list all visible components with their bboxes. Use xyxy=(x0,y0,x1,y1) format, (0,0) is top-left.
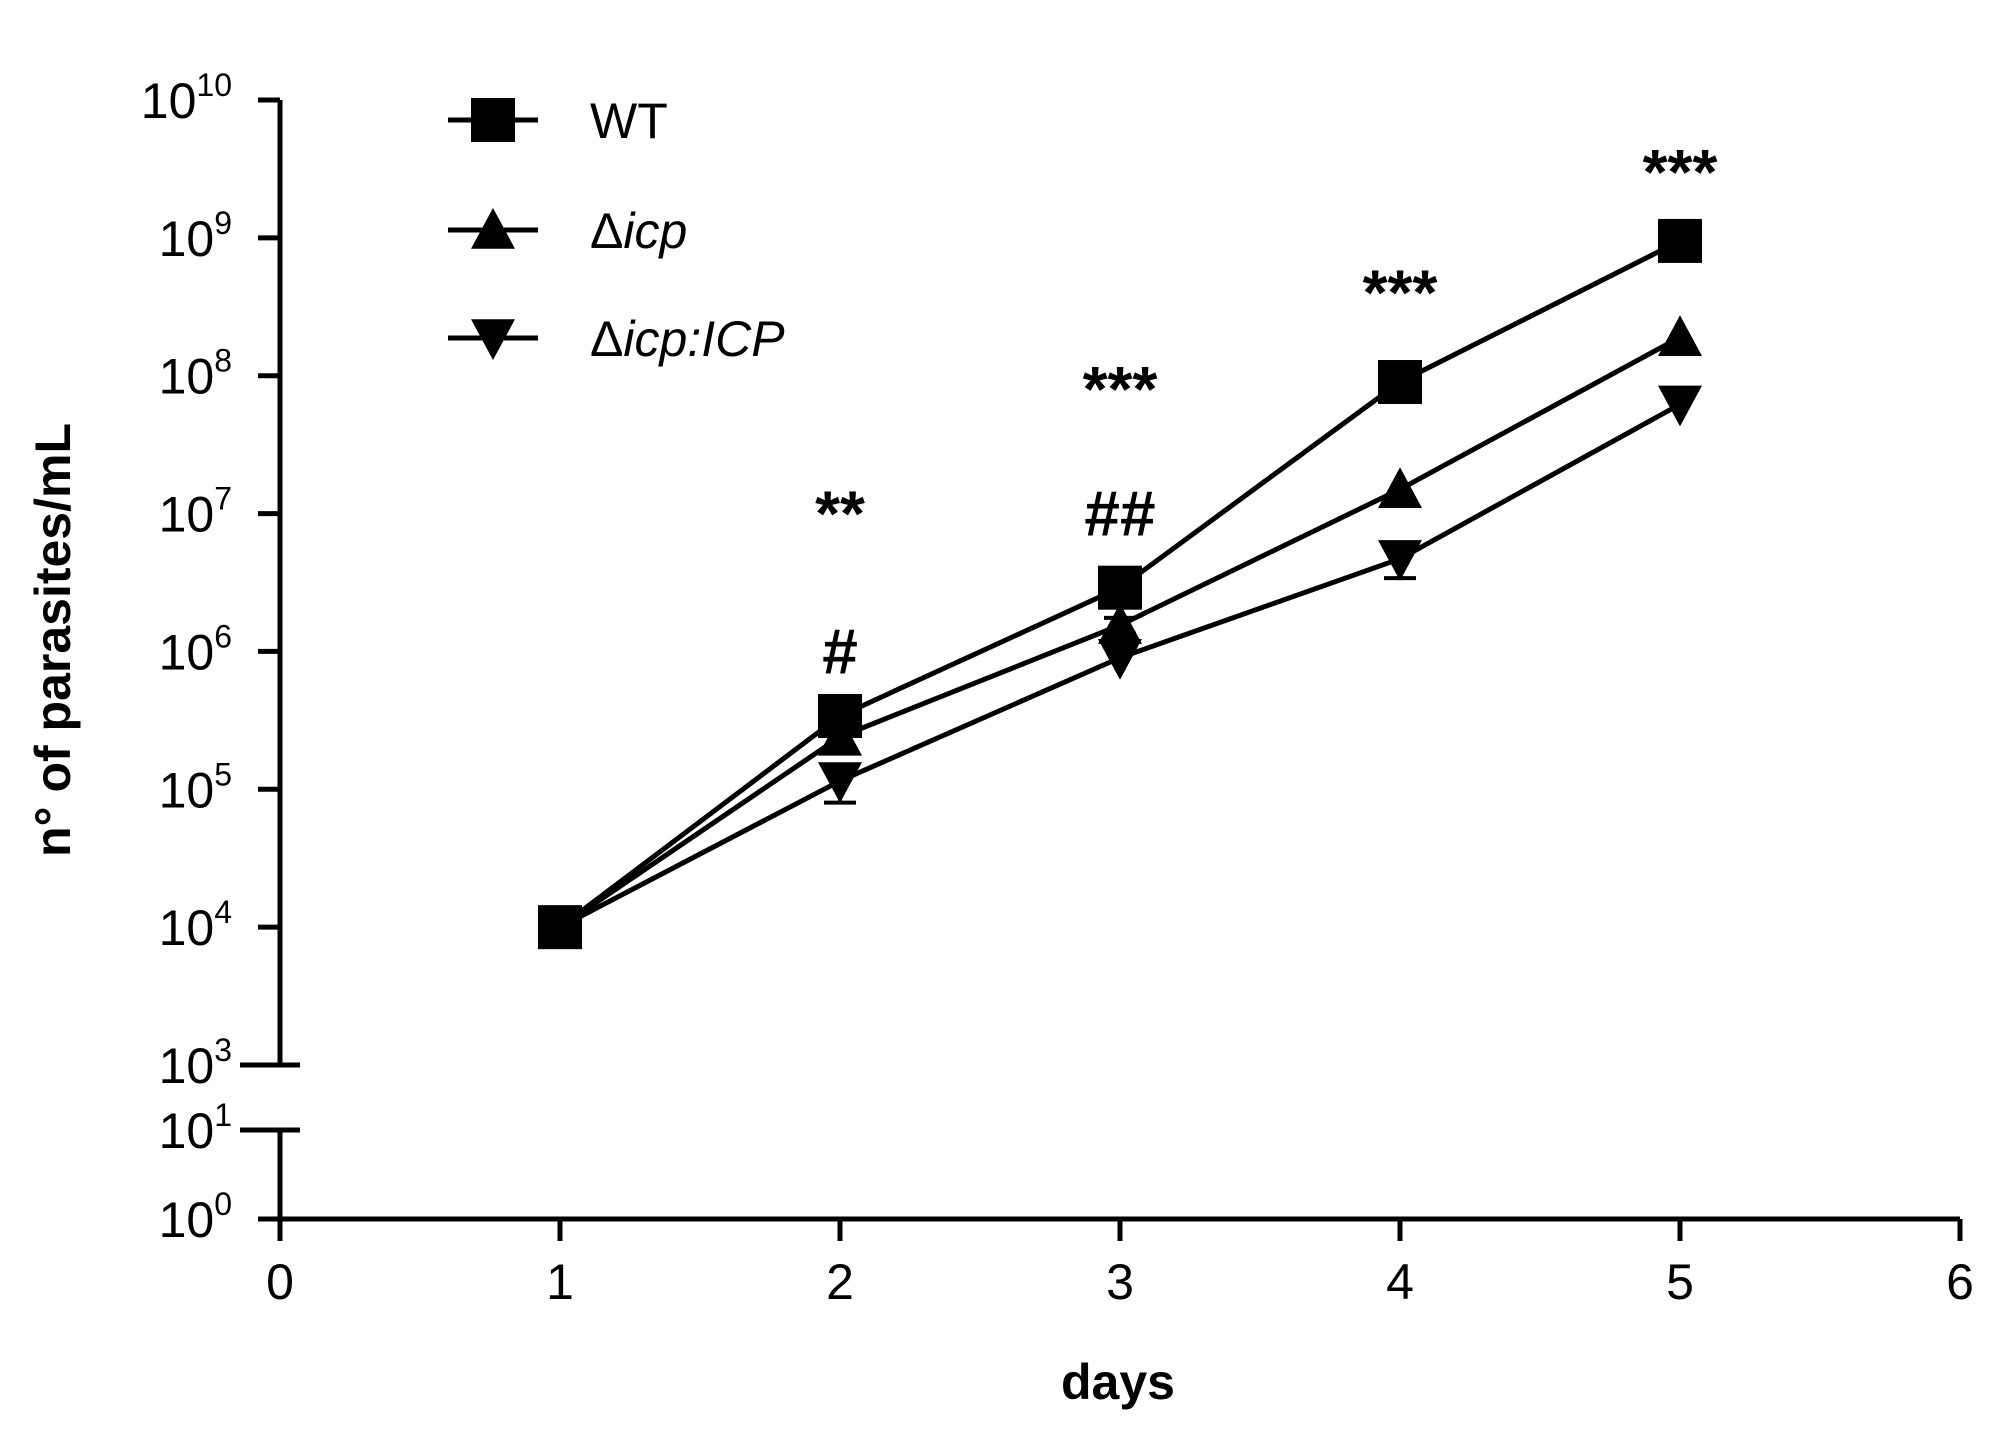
significance-mark: *** xyxy=(1363,257,1438,329)
data-point xyxy=(1658,385,1702,427)
y-tick-label: 106 xyxy=(159,618,232,680)
data-point xyxy=(1378,540,1422,581)
significance-mark: # xyxy=(822,615,858,687)
data-point xyxy=(1658,218,1702,263)
data-point xyxy=(538,908,582,950)
x-tick-label: 0 xyxy=(266,1254,294,1310)
data-point xyxy=(1098,565,1142,610)
legend-entry: WT xyxy=(448,93,668,149)
legend-label: Δicp xyxy=(590,203,687,259)
data-point xyxy=(1378,467,1422,508)
legend-label: WT xyxy=(590,93,668,149)
x-tick-label: 4 xyxy=(1386,1254,1414,1310)
data-point xyxy=(1098,639,1142,680)
x-tick-label: 5 xyxy=(1666,1254,1694,1310)
y-tick-label: 109 xyxy=(159,205,232,267)
legend: WT Δicp Δicp:ICP xyxy=(448,93,785,367)
series-2 xyxy=(538,385,1702,950)
legend-entry: Δicp:ICP xyxy=(448,311,785,367)
y-tick-label: 104 xyxy=(159,894,232,956)
y-axis-title: n° of parasites/mL xyxy=(25,423,81,857)
significance-mark: *** xyxy=(1083,353,1158,425)
x-tick-label: 6 xyxy=(1946,1254,1974,1310)
significance-mark: ** xyxy=(815,478,865,550)
legend-marker xyxy=(471,208,515,249)
x-tick-label: 2 xyxy=(826,1254,854,1310)
legend-label: Δicp:ICP xyxy=(590,311,785,367)
y-tick-label: 105 xyxy=(159,756,232,818)
x-axis-title: days xyxy=(1061,1354,1175,1410)
x-tick-label: 3 xyxy=(1106,1254,1134,1310)
y-tick-label: 108 xyxy=(159,343,232,405)
y-tick-label: 107 xyxy=(159,481,232,543)
y-tick-label: 101 xyxy=(159,1097,232,1159)
y-tick-label: 103 xyxy=(159,1032,232,1094)
data-point xyxy=(1098,603,1142,644)
legend-entry: Δicp xyxy=(448,203,687,259)
significance-annotations: ** # *** ## *** *** xyxy=(815,136,1717,687)
y-tick-label: 1010 xyxy=(141,67,232,129)
data-point xyxy=(1378,360,1422,405)
data-point xyxy=(818,714,862,756)
y-tick-label: 100 xyxy=(159,1186,232,1248)
legend-marker xyxy=(471,319,515,360)
data-point xyxy=(1658,315,1702,356)
significance-mark: ## xyxy=(1084,478,1155,550)
significance-mark: *** xyxy=(1643,136,1718,208)
series-lines xyxy=(538,218,1702,950)
x-tick-label: 1 xyxy=(546,1254,574,1310)
legend-marker xyxy=(471,98,515,142)
data-point xyxy=(818,762,862,803)
